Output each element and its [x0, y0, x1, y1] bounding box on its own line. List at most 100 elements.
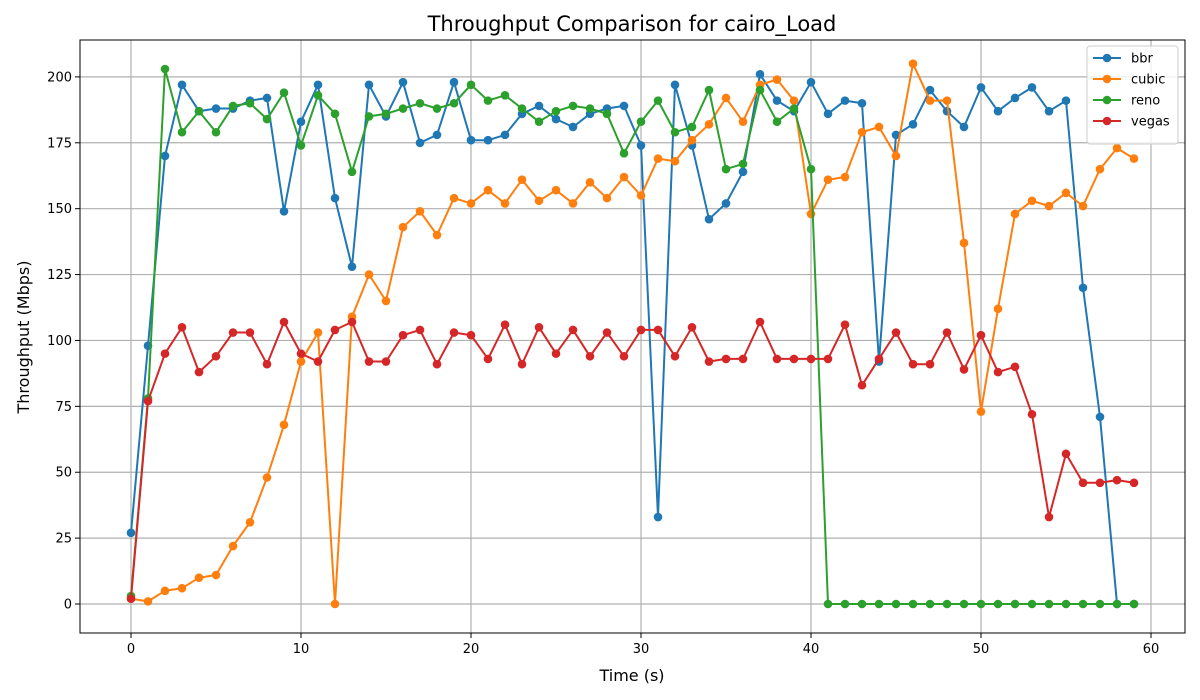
data-point-reno	[313, 91, 323, 100]
data-point-reno	[347, 167, 357, 177]
data-point-vegas	[534, 322, 544, 332]
data-point-cubic	[1027, 196, 1037, 206]
data-point-vegas	[381, 357, 391, 366]
data-point-reno	[432, 104, 442, 113]
x-tick-label: 50	[973, 642, 990, 657]
data-point-reno	[381, 109, 391, 119]
data-point-cubic	[653, 154, 663, 163]
data-point-cubic	[670, 156, 680, 166]
data-point-vegas	[330, 325, 340, 335]
data-point-cubic	[976, 407, 986, 416]
data-point-reno	[755, 85, 765, 95]
series-line-vegas	[130, 321, 1135, 599]
data-point-bbr	[534, 101, 544, 111]
data-point-cubic	[619, 172, 629, 182]
data-point-cubic	[313, 328, 323, 337]
data-point-reno	[568, 101, 578, 111]
series-lines	[126, 59, 1139, 609]
data-point-cubic	[415, 207, 425, 216]
data-point-vegas	[1112, 475, 1122, 485]
axis-ticks: 0 10 20 30 40 50 60 0 25 50 75 100 125 150 175 200	[47, 70, 1159, 657]
data-point-cubic	[534, 196, 544, 206]
data-point-bbr	[398, 77, 408, 87]
legend-label: bbr	[1131, 52, 1154, 67]
series-vegas	[126, 317, 1139, 604]
data-point-vegas	[126, 594, 136, 604]
data-point-vegas	[551, 349, 561, 358]
data-point-bbr	[568, 122, 578, 132]
data-point-cubic	[364, 270, 374, 279]
data-point-cubic	[381, 296, 391, 306]
data-point-cubic	[551, 185, 561, 195]
data-point-bbr	[840, 96, 850, 105]
data-point-bbr	[279, 207, 289, 216]
data-point-vegas	[942, 328, 952, 337]
legend-item-cubic: cubic	[1093, 73, 1165, 88]
data-point-cubic	[398, 222, 408, 232]
data-point-vegas	[908, 359, 918, 369]
y-tick-label: 25	[55, 532, 72, 547]
data-point-vegas	[602, 328, 612, 337]
data-point-cubic	[466, 199, 476, 208]
data-point-reno	[670, 127, 680, 137]
legend-swatch-marker	[1102, 116, 1112, 126]
data-point-bbr	[1061, 96, 1071, 105]
data-point-reno	[806, 164, 816, 174]
data-point-cubic	[1095, 164, 1105, 174]
legend-item-vegas: vegas	[1093, 115, 1170, 130]
data-point-reno	[993, 599, 1003, 609]
data-point-vegas	[296, 349, 306, 358]
data-point-reno	[262, 114, 272, 124]
x-axis-label: Time (s)	[598, 666, 664, 685]
data-point-vegas	[891, 328, 901, 337]
data-point-cubic	[449, 193, 459, 203]
data-point-bbr	[211, 104, 221, 113]
data-point-vegas	[653, 325, 663, 335]
data-point-bbr	[415, 138, 425, 148]
data-point-vegas	[1027, 409, 1037, 419]
data-point-bbr	[976, 83, 986, 92]
data-point-cubic	[483, 185, 493, 195]
data-point-vegas	[245, 328, 255, 337]
x-tick-label: 0	[127, 642, 135, 657]
data-point-cubic	[738, 117, 748, 127]
data-point-reno	[330, 109, 340, 119]
data-point-bbr	[126, 528, 136, 538]
data-point-reno	[279, 88, 289, 98]
data-point-cubic	[211, 570, 221, 580]
data-point-bbr	[636, 141, 646, 150]
data-point-cubic	[823, 175, 833, 184]
data-point-bbr	[347, 262, 357, 271]
data-point-reno	[160, 64, 170, 74]
data-point-bbr	[1044, 106, 1054, 116]
y-axis-label: Throughput (Mbps)	[14, 261, 33, 415]
data-point-vegas	[874, 354, 884, 364]
data-point-bbr	[262, 93, 272, 103]
data-point-vegas	[1078, 478, 1088, 488]
data-point-reno	[721, 164, 731, 174]
data-point-bbr	[483, 135, 493, 145]
data-point-vegas	[1010, 362, 1020, 372]
legend-label: vegas	[1131, 115, 1170, 130]
legend-label: cubic	[1131, 73, 1165, 88]
data-point-cubic	[330, 599, 340, 609]
data-point-reno	[228, 101, 238, 111]
data-point-cubic	[925, 96, 935, 105]
data-point-reno	[364, 112, 374, 121]
data-point-reno	[891, 599, 901, 609]
data-point-bbr	[296, 117, 306, 127]
data-point-vegas	[449, 328, 459, 337]
data-point-cubic	[585, 178, 595, 187]
data-point-bbr	[857, 98, 867, 108]
legend-swatch-marker	[1102, 53, 1112, 63]
data-point-reno	[738, 159, 748, 169]
data-point-reno	[976, 599, 986, 609]
legend-swatch-marker	[1102, 74, 1112, 84]
data-point-vegas	[466, 330, 476, 340]
data-point-vegas	[976, 330, 986, 340]
data-point-bbr	[466, 135, 476, 145]
data-point-bbr	[551, 114, 561, 124]
data-point-vegas	[262, 359, 272, 369]
data-point-bbr	[959, 122, 969, 132]
